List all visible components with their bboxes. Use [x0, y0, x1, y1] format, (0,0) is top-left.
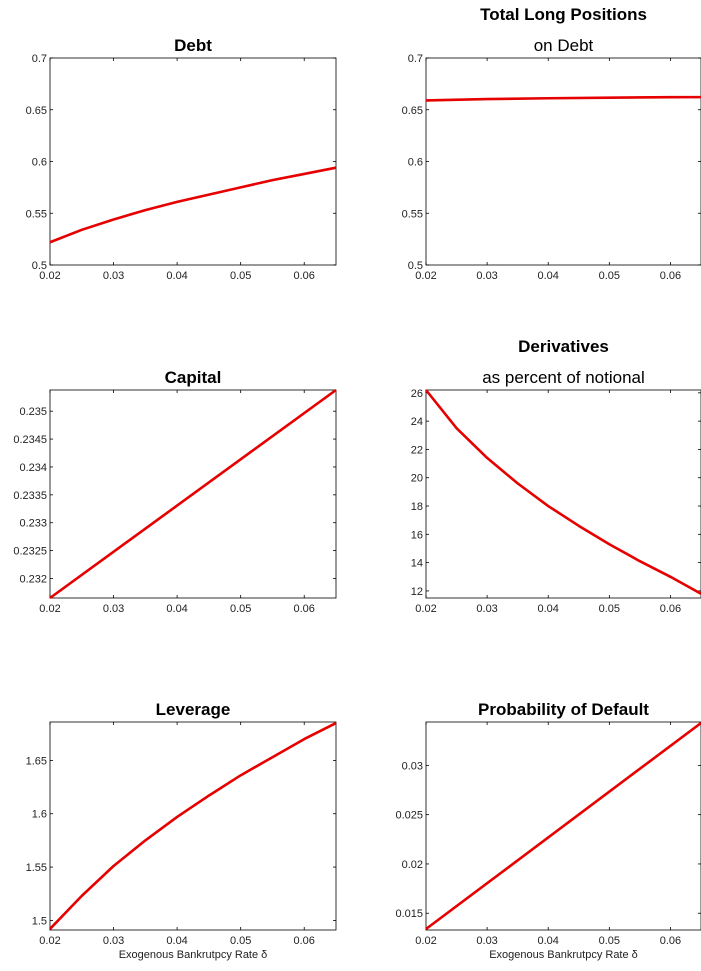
chart-subtitle: on Debt	[534, 36, 594, 55]
x-tick-label: 0.05	[230, 270, 251, 282]
y-tick-label: 0.65	[402, 105, 423, 117]
x-tick-label: 0.04	[166, 603, 187, 615]
x-tick-label: 0.02	[415, 935, 436, 947]
y-tick-label: 0.2325	[13, 546, 47, 558]
y-tick-label: 16	[411, 529, 423, 541]
x-tick-label: 0.03	[476, 935, 497, 947]
chart-title: Capital	[165, 368, 222, 387]
series-line-1	[49, 166, 337, 244]
x-axis-label: Exogenous Bankrutpcy Rate δ	[489, 949, 638, 961]
y-tick-label: 0.5	[408, 260, 423, 272]
x-tick-label: 0.04	[538, 603, 559, 615]
y-tick-label: 0.233	[19, 518, 47, 530]
x-tick-label: 0.04	[166, 935, 187, 947]
x-tick-label: 0.05	[230, 935, 251, 947]
series-line-1	[49, 721, 337, 930]
axes-box	[425, 389, 701, 599]
y-tick-label: 0.234	[19, 462, 47, 474]
x-tick-label: 0.06	[660, 603, 681, 615]
chart-panel-2: Total Long Positions on Debt 0.02 0.03 0.04 0…	[402, 5, 701, 282]
x-tick-label: 0.06	[660, 935, 681, 947]
chart-panel-6: Probability of Default 0.02 0.03 0.04 0.05 0.…	[395, 700, 701, 961]
x-tick-label: 0.06	[294, 935, 315, 947]
chart-panel-5: Leverage 0.02 0.03 0.04 0.05 0.06 1.5 1.55 1.6 1.…	[26, 700, 337, 961]
y-tick-label: 0.235	[19, 406, 47, 418]
y-tick-label: 0.7	[408, 53, 423, 65]
y-tick-label: 0.6	[408, 157, 423, 169]
y-tick-label: 0.55	[26, 208, 47, 220]
x-tick-label: 0.05	[599, 270, 620, 282]
x-tick-label: 0.02	[39, 603, 60, 615]
chart-title: Probability of Default	[478, 700, 649, 719]
axes-box	[49, 389, 337, 599]
y-tick-label: 0.2345	[13, 434, 47, 446]
chart-panel-4: Derivatives as percent of notional 0.02 0.0…	[411, 337, 701, 615]
y-tick-label: 0.65	[26, 105, 47, 117]
x-tick-label: 0.04	[538, 270, 559, 282]
x-tick-label: 0.03	[476, 603, 497, 615]
y-tick-label: 20	[411, 473, 423, 485]
x-tick-label: 0.06	[660, 270, 681, 282]
chart-title: Derivatives	[518, 337, 609, 356]
y-tick-label: 0.55	[402, 208, 423, 220]
x-tick-label: 0.06	[294, 270, 315, 282]
x-tick-label: 0.05	[599, 603, 620, 615]
axes-box	[425, 57, 701, 266]
x-tick-label: 0.02	[415, 270, 436, 282]
axes-box	[425, 721, 701, 931]
y-tick-label: 1.65	[26, 755, 47, 767]
series-line-1	[425, 95, 701, 102]
y-tick-label: 14	[411, 558, 423, 570]
y-tick-label: 24	[411, 416, 423, 428]
x-tick-label: 0.03	[476, 270, 497, 282]
x-axis-label: Exogenous Bankrutpcy Rate δ	[119, 949, 268, 961]
y-tick-label: 0.025	[395, 810, 423, 822]
y-tick-label: 1.5	[32, 915, 47, 927]
y-tick-label: 0.5	[32, 260, 47, 272]
x-tick-label: 0.05	[230, 603, 251, 615]
chart-panel-1: Debt 0.02 0.03 0.04 0.05 0.06 0.5 0.55 0.6 0.65 0.…	[26, 36, 337, 282]
chart-title: Leverage	[156, 700, 231, 719]
chart-subtitle: as percent of notional	[482, 368, 645, 387]
x-tick-label: 0.02	[39, 935, 60, 947]
series-line-1	[425, 721, 701, 931]
y-tick-label: 0.6	[32, 157, 47, 169]
series-line-1	[49, 388, 337, 600]
axes-box	[49, 57, 337, 266]
y-tick-label: 0.02	[402, 859, 423, 871]
x-tick-label: 0.03	[103, 603, 124, 615]
x-tick-label: 0.06	[294, 603, 315, 615]
y-tick-label: 0.015	[395, 908, 423, 920]
y-tick-label: 18	[411, 501, 423, 513]
y-tick-label: 0.03	[402, 760, 423, 772]
axes-box	[49, 721, 337, 931]
y-tick-label: 0.2335	[13, 490, 47, 502]
chart-title: Total Long Positions	[480, 5, 647, 24]
x-tick-label: 0.04	[538, 935, 559, 947]
y-tick-label: 0.232	[19, 573, 47, 585]
y-tick-label: 26	[411, 388, 423, 400]
series-line-1	[424, 389, 701, 595]
chart-title: Debt	[174, 36, 212, 55]
y-tick-label: 1.6	[32, 809, 47, 821]
x-tick-label: 0.02	[39, 270, 60, 282]
y-tick-label: 0.7	[32, 53, 47, 65]
y-tick-label: 22	[411, 444, 423, 456]
x-tick-label: 0.04	[166, 270, 187, 282]
x-tick-label: 0.05	[599, 935, 620, 947]
y-tick-label: 1.55	[26, 862, 47, 874]
y-tick-label: 12	[411, 586, 423, 598]
x-tick-label: 0.02	[415, 603, 436, 615]
x-tick-label: 0.03	[103, 935, 124, 947]
x-tick-label: 0.03	[103, 270, 124, 282]
chart-panel-3: Capital 0.02 0.03 0.04 0.05 0.06 0.232 0.2325 0.…	[13, 368, 337, 615]
